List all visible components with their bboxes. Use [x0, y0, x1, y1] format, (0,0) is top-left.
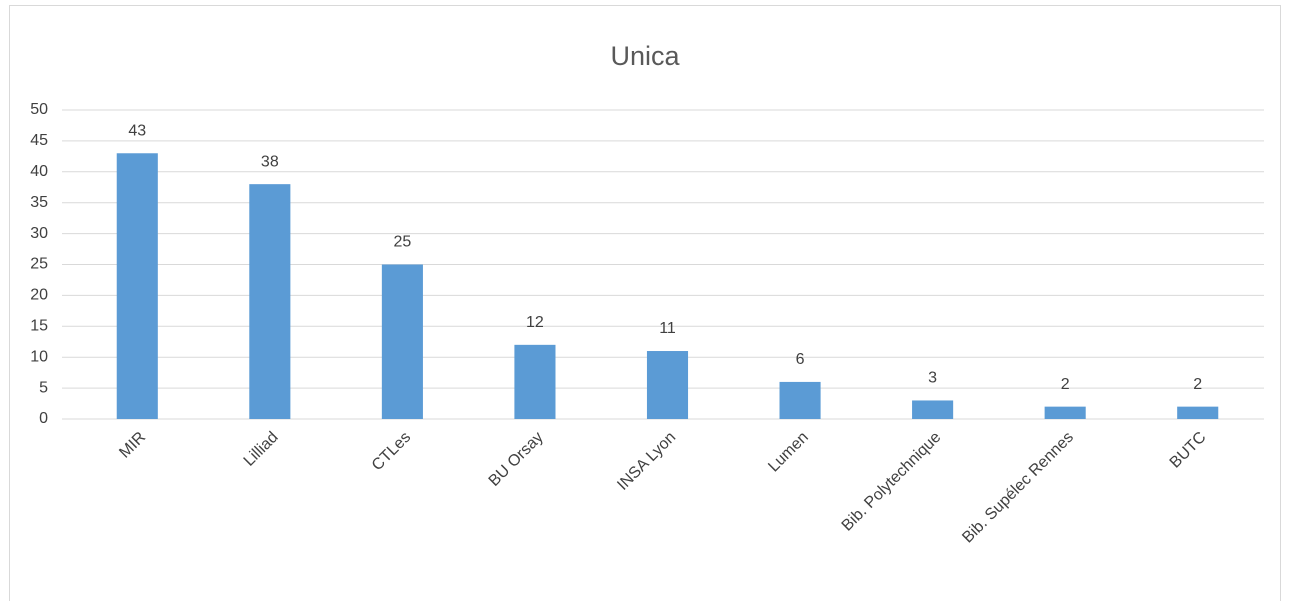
y-tick-label: 25 [30, 256, 48, 273]
chart-title: Unica [610, 41, 680, 71]
bar [381, 264, 423, 419]
bar [1044, 406, 1086, 419]
y-tick-label: 50 [30, 101, 48, 118]
bar [646, 351, 689, 419]
value-label: 3 [928, 370, 937, 387]
y-tick-label: 15 [30, 318, 48, 335]
y-tick-label: 5 [39, 379, 48, 396]
y-tick-label: 30 [30, 225, 48, 242]
y-tick-label: 40 [30, 163, 48, 180]
bar [249, 184, 291, 419]
value-label: 6 [796, 351, 805, 368]
value-label: 2 [1193, 376, 1202, 393]
bar [779, 381, 821, 419]
y-tick-label: 35 [30, 194, 48, 211]
y-tick-label: 45 [30, 132, 48, 149]
y-tick-label: 10 [30, 348, 48, 365]
value-label: 2 [1061, 376, 1070, 393]
bar [1177, 406, 1219, 419]
chart-border [9, 5, 1281, 601]
bar [912, 400, 954, 419]
value-label: 11 [659, 320, 676, 337]
value-label: 38 [261, 153, 279, 170]
y-tick-label: 0 [39, 410, 48, 427]
bar [116, 153, 158, 419]
value-label: 25 [393, 234, 411, 251]
value-label: 12 [526, 314, 544, 331]
y-tick-label: 20 [30, 287, 48, 304]
bar [514, 344, 556, 419]
value-label: 43 [128, 122, 146, 139]
